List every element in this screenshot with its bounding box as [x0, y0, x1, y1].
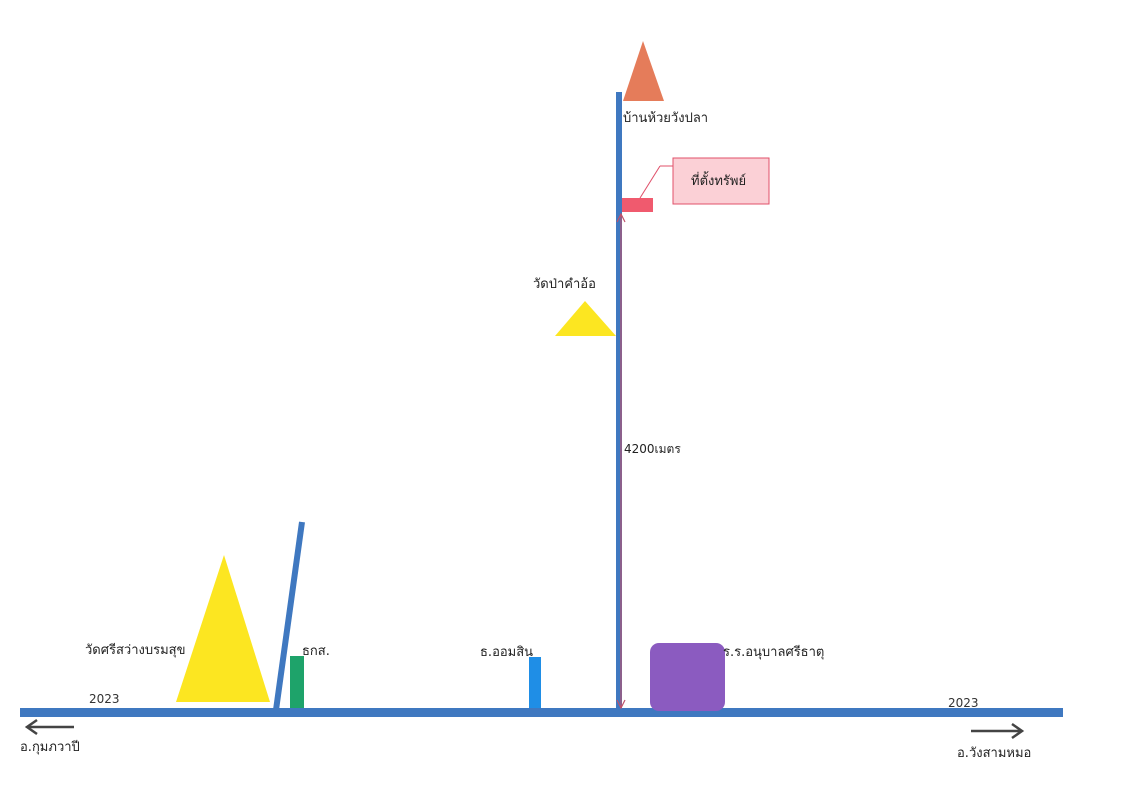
property-marker [622, 198, 653, 212]
temple-triangle-icon [176, 555, 270, 702]
callout-leader [639, 165, 661, 199]
distance-line [616, 212, 626, 710]
arrow-right-icon [971, 722, 1025, 740]
distance-label: 4200เมตร [624, 442, 681, 456]
property-callout-label: ที่ตั้งทรัพย์ [691, 171, 746, 189]
slanted-side-road [273, 521, 305, 711]
temple-triangle-icon [555, 301, 616, 336]
road-number-left: 2023 [89, 692, 120, 706]
village-triangle-icon [623, 41, 664, 101]
baac-marker [290, 656, 304, 708]
road-number-right: 2023 [948, 696, 979, 710]
gsb-marker [529, 657, 541, 708]
temple-left-label: วัดศรีสว่างบรมสุข [85, 642, 185, 658]
side-road-to-village [616, 92, 622, 712]
temple-top-label: วัดป่าคำอ้อ [533, 277, 596, 292]
school-label: ร.ร.อนุบาลศรีธาตุ [723, 644, 824, 660]
baac-label: ธกส. [302, 644, 330, 659]
direction-left-label: อ.กุมภวาปี [20, 739, 80, 755]
gsb-label: ธ.ออมสิน [480, 645, 533, 660]
arrow-left-icon [24, 718, 74, 736]
property-callout-box [672, 157, 770, 205]
direction-right-label: อ.วังสามหมอ [957, 746, 1031, 761]
village-label: บ้านห้วยวังปลา [623, 111, 708, 126]
school-marker [650, 643, 725, 711]
highway-2023 [20, 708, 1063, 717]
